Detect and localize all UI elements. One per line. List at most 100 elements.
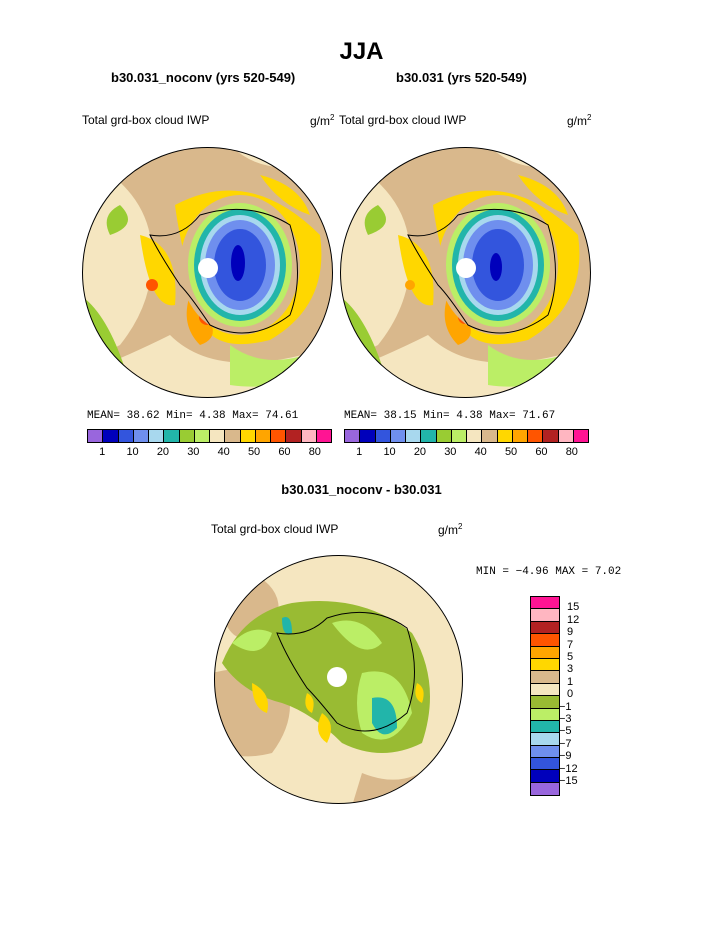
colorbar-swatch [467, 430, 483, 442]
diff-subtitle: b30.031_noconv - b30.031 [281, 482, 442, 497]
colorbar-difference-labels: 15 12 9 7 5 3 1 0 −1 −3 −5 −7 −9 −12 −15 [559, 596, 603, 801]
colorbar-label: 1 [567, 675, 574, 688]
colorbar-swatch [103, 430, 119, 442]
colorbar-swatch [531, 634, 559, 647]
colorbar-label: 12 [567, 613, 580, 626]
panel1-subtitle: b30.031_noconv (yrs 520-549) [111, 70, 296, 85]
colorbar-swatch [497, 430, 513, 442]
colorbar-label: −3 [559, 713, 572, 725]
colorbar-tick-label: 80 [308, 446, 321, 458]
colorbar-swatch [88, 430, 104, 442]
colorbar-swatch [316, 430, 331, 442]
polar-map-difference [214, 555, 463, 804]
colorbar-tick-label: 50 [504, 446, 518, 458]
colorbar-swatch [543, 430, 559, 442]
colorbar-swatch [531, 745, 559, 759]
colorbar-tick-label: 30 [187, 446, 200, 458]
colorbar-tick-label: 1 [356, 446, 363, 458]
diff-stats: MIN = −4.96 MAX = 7.02 [476, 566, 622, 578]
colorbar-swatch [118, 430, 134, 442]
colorbar-swatch [531, 658, 559, 672]
colorbar-label: 5 [567, 651, 574, 663]
colorbar-tick-label: 60 [278, 446, 291, 458]
panel2-unit: g/m2 [567, 113, 592, 128]
colorbar-tick-label: 20 [156, 446, 170, 458]
panel2-subtitle: b30.031 (yrs 520-549) [396, 70, 527, 85]
colorbar-swatch [164, 430, 180, 442]
colorbar-swatch [512, 430, 528, 442]
colorbar-swatch [531, 646, 559, 659]
panel1-variable: Total grd-box cloud IWP [82, 113, 210, 127]
colorbar-panel1-ticks: 1 10 20 30 40 50 60 80 [87, 446, 330, 460]
colorbar-swatch [531, 758, 559, 771]
colorbar-swatch [390, 430, 406, 442]
colorbar-tick-label: 40 [474, 446, 487, 458]
colorbar-swatch [179, 430, 195, 442]
colorbar-swatch [286, 430, 302, 442]
colorbar-tick-label: 40 [217, 446, 230, 458]
colorbar-panel1 [87, 429, 332, 443]
colorbar-swatch [421, 430, 437, 442]
colorbar-swatch [255, 430, 271, 442]
colorbar-label: 15 [567, 601, 580, 614]
colorbar-swatch [531, 770, 559, 783]
panel1-unit: g/m2 [310, 113, 335, 128]
colorbar-swatch [531, 609, 559, 622]
diff-unit: g/m2 [438, 522, 463, 537]
colorbar-label: −7 [559, 737, 572, 750]
colorbar-swatch [225, 430, 241, 442]
colorbar-swatch [406, 430, 422, 442]
colorbar-tick-label: 50 [247, 446, 261, 458]
colorbar-swatch [240, 430, 256, 442]
colorbar-tick-label: 10 [126, 446, 139, 458]
colorbar-swatch [531, 597, 559, 610]
colorbar-tick-label: 60 [535, 446, 548, 458]
colorbar-label: −12 [559, 762, 578, 775]
colorbar-swatch [436, 430, 452, 442]
colorbar-swatch [133, 430, 149, 442]
colorbar-swatch [531, 782, 559, 796]
colorbar-label: −9 [559, 750, 572, 763]
colorbar-panel2-ticks: 1 10 20 30 40 50 60 80 [344, 446, 587, 460]
panel2-stats: MEAN= 38.15 Min= 4.38 Max= 71.67 [344, 410, 556, 422]
colorbar-swatch [375, 430, 391, 442]
colorbar-swatch [345, 430, 361, 442]
colorbar-tick-label: 30 [444, 446, 457, 458]
colorbar-swatch [301, 430, 317, 442]
polar-map-noconv [82, 147, 333, 398]
colorbar-label: −1 [559, 700, 572, 713]
colorbar-tick-label: 20 [413, 446, 427, 458]
colorbar-label: 9 [567, 626, 574, 639]
colorbar-swatch [360, 430, 376, 442]
panel1-stats: MEAN= 38.62 Min= 4.38 Max= 74.61 [87, 410, 299, 422]
colorbar-swatch [531, 696, 559, 709]
panel2-variable: Total grd-box cloud IWP [339, 113, 467, 127]
figure-title: JJA [339, 38, 384, 65]
colorbar-label: 0 [567, 688, 574, 701]
colorbar-swatch [531, 733, 559, 746]
polar-map-control [340, 147, 591, 398]
colorbar-swatch [451, 430, 467, 442]
colorbar-swatch [482, 430, 498, 442]
colorbar-swatch [149, 430, 165, 442]
colorbar-swatch [531, 720, 559, 734]
colorbar-swatch [531, 621, 559, 635]
colorbar-swatch [573, 430, 588, 442]
colorbar-swatch [531, 683, 559, 697]
colorbar-swatch [558, 430, 574, 442]
diff-variable: Total grd-box cloud IWP [211, 522, 339, 536]
colorbar-swatch [531, 671, 559, 684]
colorbar-label: −5 [559, 725, 572, 738]
colorbar-label: 3 [567, 663, 574, 676]
colorbar-label: −15 [559, 775, 578, 787]
colorbar-swatch [528, 430, 544, 442]
colorbar-swatch [194, 430, 210, 442]
colorbar-tick-label: 80 [565, 446, 578, 458]
colorbar-label: 7 [567, 638, 574, 651]
colorbar-tick-label: 10 [383, 446, 396, 458]
colorbar-difference [530, 596, 560, 797]
colorbar-tick-label: 1 [99, 446, 106, 458]
colorbar-swatch [531, 708, 559, 721]
colorbar-swatch [271, 430, 287, 442]
colorbar-panel2 [344, 429, 589, 443]
